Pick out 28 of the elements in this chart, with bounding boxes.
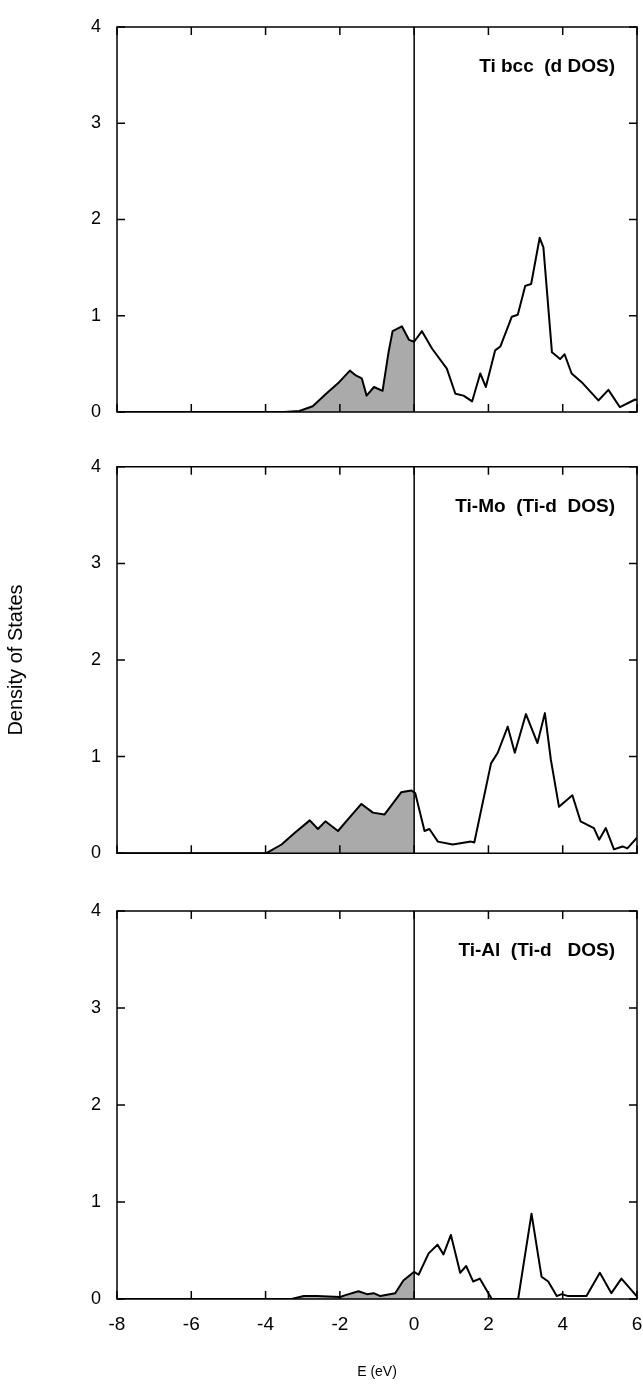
y-tick-label: 2: [90, 648, 101, 669]
x-tick-label: -6: [182, 1312, 200, 1334]
y-tick-label: 0: [90, 1287, 101, 1308]
y-tick-label: 3: [90, 552, 101, 573]
x-tick-label: -2: [331, 1312, 349, 1334]
x-tick-label: -8: [108, 1312, 126, 1334]
x-tick-label: 0: [408, 1312, 420, 1334]
text: Ti bcc (d DOS): [479, 55, 615, 77]
x-axis-title: E (eV): [357, 1363, 397, 1380]
y-tick-label: 1: [90, 304, 101, 325]
x-tick-label: -4: [257, 1312, 275, 1334]
text: Ti-Al (Ti-d DOS): [458, 939, 615, 961]
y-tick-label: 4: [90, 15, 101, 36]
y-tick-label: 1: [90, 1190, 101, 1211]
y-tick-label: 1: [90, 745, 101, 766]
y-axis-title: Density of States: [3, 584, 26, 736]
y-tick-label: 0: [90, 400, 101, 421]
y-tick-label: 4: [90, 899, 101, 920]
y-tick-label: 3: [90, 112, 101, 133]
x-tick-label: 4: [557, 1312, 569, 1334]
text: Ti-Mo (Ti-d DOS): [455, 495, 615, 517]
y-tick-label: 4: [90, 455, 101, 476]
y-tick-label: 0: [90, 842, 101, 863]
x-tick-label: 2: [483, 1312, 494, 1334]
y-tick-label: 2: [90, 1093, 101, 1114]
x-tick-label: 6: [631, 1312, 643, 1334]
y-tick-label: 3: [90, 996, 101, 1017]
y-tick-label: 2: [90, 208, 101, 229]
